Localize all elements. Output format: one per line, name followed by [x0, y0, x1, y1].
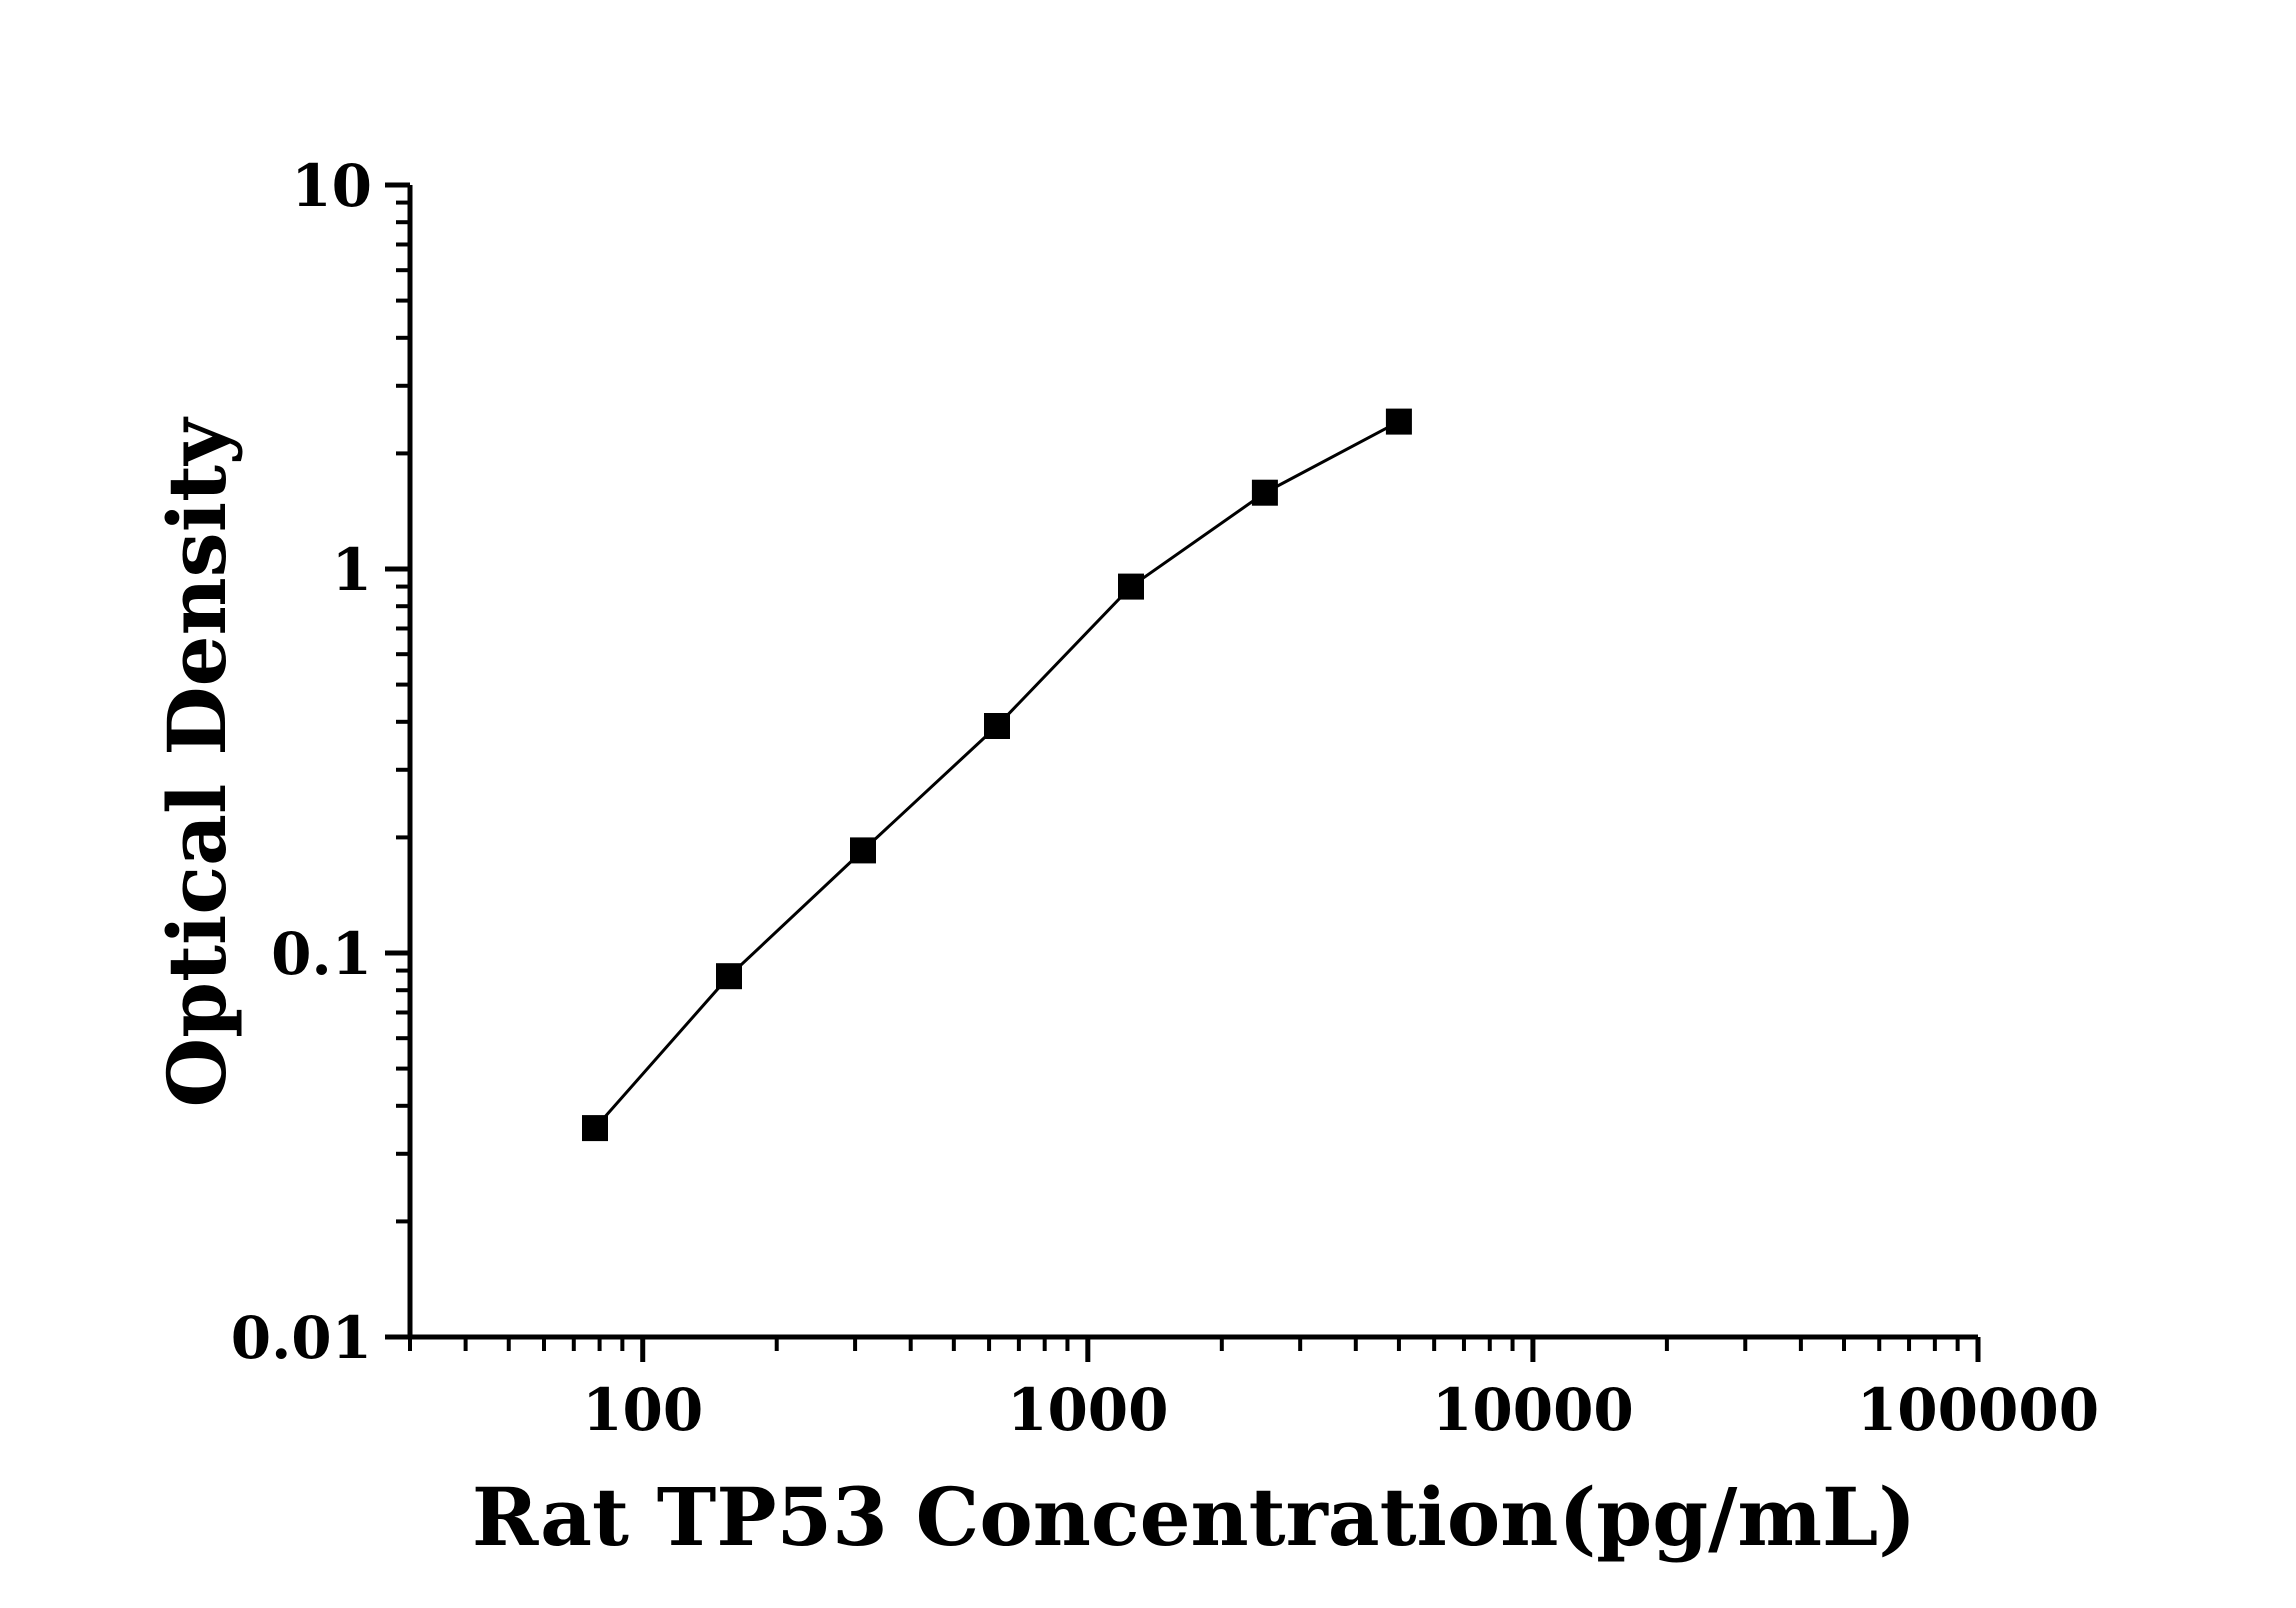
- x-tick-label: 100000: [1857, 1376, 2099, 1444]
- data-point-marker: [1118, 573, 1144, 600]
- axis-line: [407, 185, 1978, 1340]
- data-point-marker: [850, 837, 876, 864]
- data-point-marker: [582, 1115, 608, 1142]
- x-tick-label: 100: [582, 1376, 703, 1444]
- y-tick-label: 0.1: [271, 920, 372, 988]
- y-axis-title: Optical Density: [150, 416, 244, 1108]
- y-tick-label: 1: [332, 536, 372, 604]
- y-tick-label: 0.01: [231, 1304, 372, 1372]
- axis-ticks: [385, 182, 1981, 1362]
- data-point-marker: [1385, 408, 1412, 435]
- data-point-marker: [1251, 479, 1278, 506]
- x-axis-title: Rat TP53 Concentration(pg/mL): [472, 1470, 1916, 1564]
- y-tick-label: 10: [291, 152, 372, 220]
- tick-labels: 100 1000 10000 100000 10 1 0.1 0.01: [231, 152, 2099, 1444]
- data-point-marker: [716, 963, 742, 990]
- x-tick-label: 10000: [1432, 1376, 1634, 1444]
- data-point-marker: [984, 713, 1010, 739]
- axis-lines: [407, 185, 1978, 1340]
- data-series: [582, 408, 1412, 1142]
- x-tick-label: 1000: [1007, 1376, 1168, 1444]
- standard-curve-line: [593, 420, 1400, 1130]
